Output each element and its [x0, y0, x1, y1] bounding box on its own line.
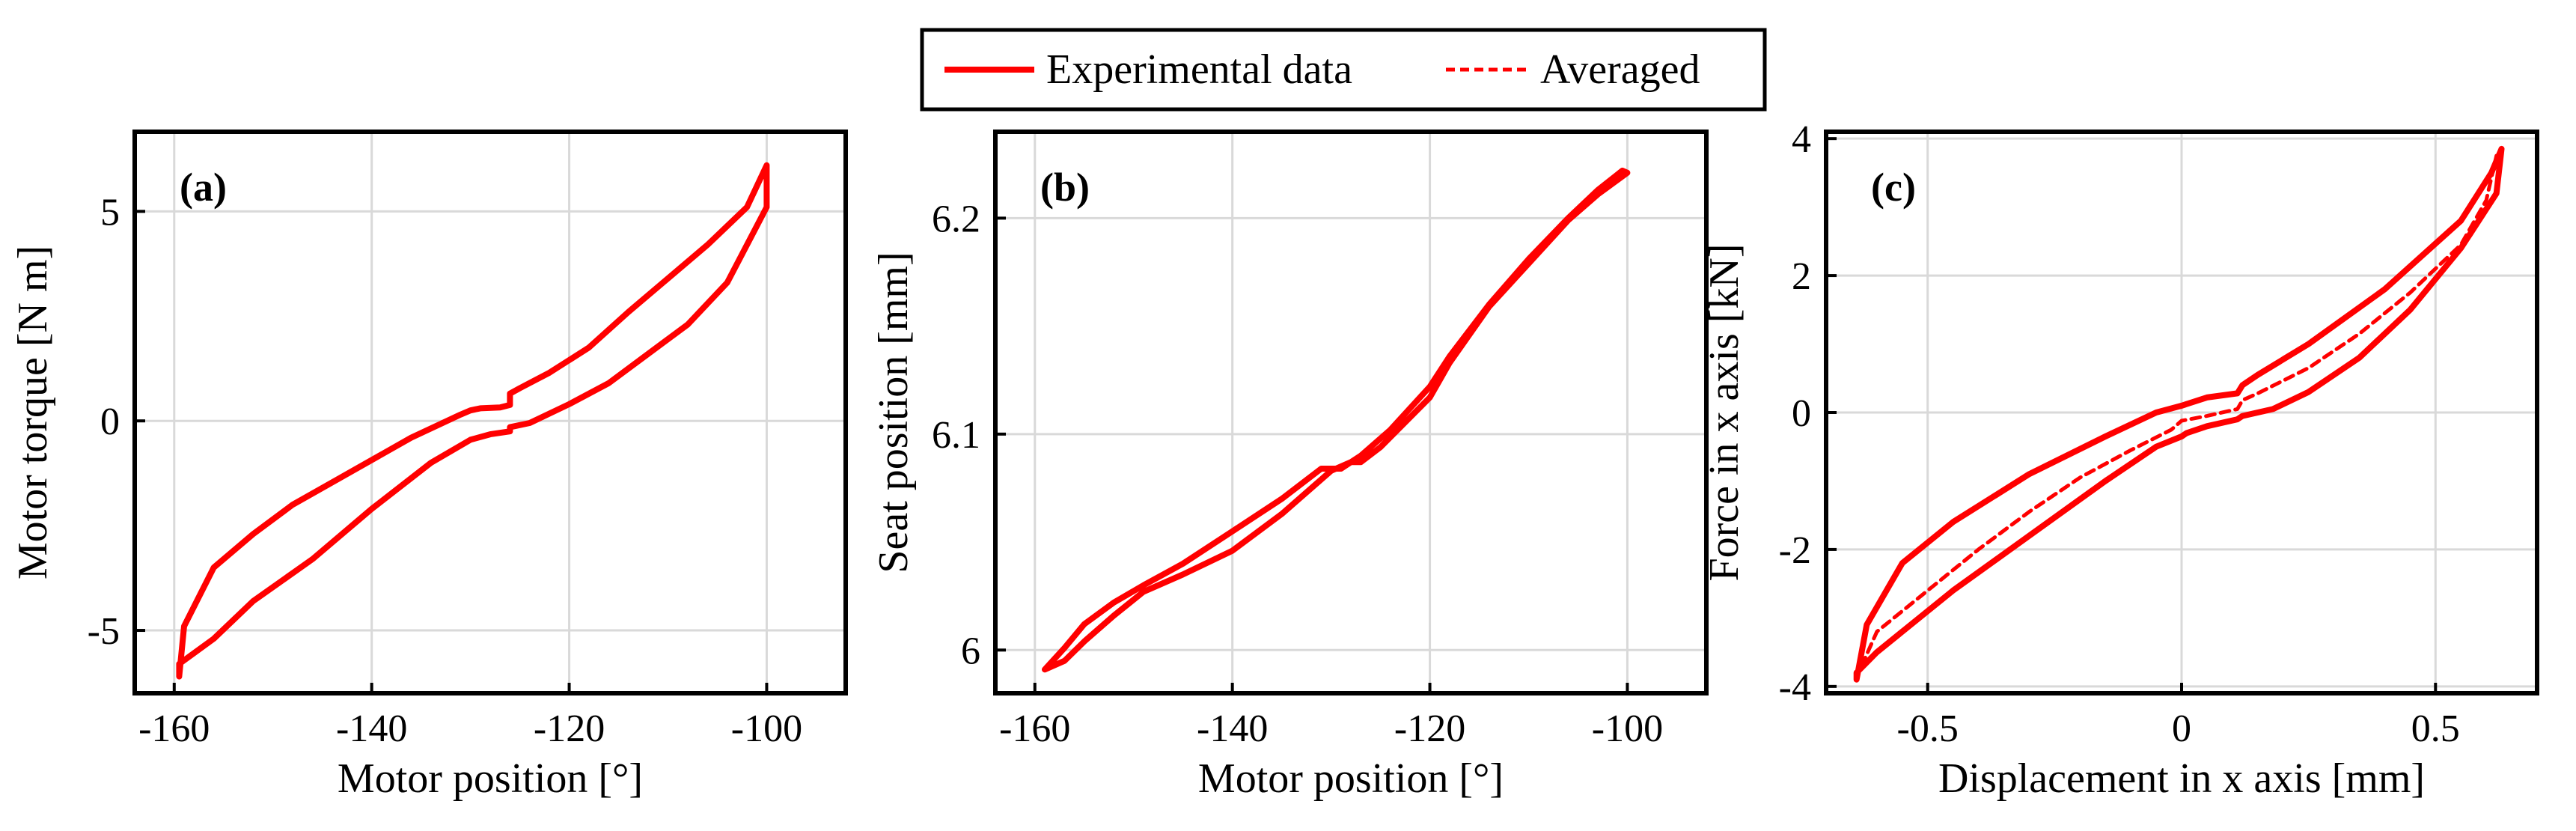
- x-tick-label-a-3: -100: [731, 707, 802, 750]
- panel-b: -160 -140 -120 -100 6 6.1 6.2 (b) Motor posit…: [870, 130, 1709, 802]
- y-tick-label-a-1: 0: [100, 401, 120, 443]
- y-tick-label-b-2: 6.2: [932, 198, 980, 240]
- grid-b: [995, 132, 1706, 693]
- x-ticks-a: -160 -140 -120 -100: [138, 683, 802, 750]
- x-tick-label-b-0: -160: [999, 707, 1070, 750]
- y-axis-label-c: Force in x axis [kN]: [1701, 243, 1748, 581]
- y-ticks-b: 6 6.1 6.2: [932, 198, 1006, 672]
- plot-area-b: [1042, 167, 1631, 673]
- axes-frame-a: [132, 130, 848, 695]
- panel-a: -160 -140 -120 -100 -5 0 5 (a) Motor position…: [10, 130, 848, 802]
- x-axis-label-b: Motor position [°]: [1198, 755, 1504, 802]
- x-tick-label-c-2: 0.5: [2411, 707, 2460, 750]
- x-tick-label-c-1: 0: [2172, 707, 2191, 750]
- y-tick-label-b-0: 6: [961, 630, 980, 672]
- series-c-averaged: [1860, 153, 2499, 668]
- grid-a: [135, 132, 846, 693]
- y-tick-label-a-2: 5: [100, 191, 120, 234]
- series-c-experimental: [1853, 145, 2505, 683]
- legend-box: [920, 28, 1767, 112]
- series-a-experimental: [176, 162, 770, 680]
- x-tick-label-c-0: -0.5: [1897, 707, 1959, 750]
- x-tick-label-a-2: -120: [534, 707, 605, 750]
- y-tick-label-b-1: 6.1: [932, 414, 980, 457]
- plot-area-c: [1853, 145, 2505, 683]
- legend: Experimental data Averaged: [920, 28, 1767, 112]
- x-axis-label-c: Displacement in x axis [mm]: [1938, 755, 2425, 802]
- panel-label-b: (b): [1040, 165, 1090, 210]
- x-ticks-b: -160 -140 -120 -100: [999, 683, 1663, 750]
- x-axis-label-a: Motor position [°]: [338, 755, 643, 802]
- panel-c: -0.5 0 0.5 -4 -2 0 2 4 (c) Displacement in x a…: [1701, 118, 2539, 802]
- y-tick-label-c-4: 4: [1792, 118, 1811, 161]
- y-tick-label-c-1: -2: [1779, 529, 1811, 572]
- x-tick-label-b-1: -140: [1197, 707, 1268, 750]
- x-tick-label-b-2: -120: [1394, 707, 1465, 750]
- x-tick-label-b-3: -100: [1592, 707, 1663, 750]
- series-b-experimental: [1042, 167, 1631, 673]
- y-tick-label-c-0: -4: [1779, 666, 1811, 709]
- x-ticks-c: -0.5 0 0.5: [1897, 683, 2460, 750]
- legend-label-averaged: Averaged: [1540, 46, 1700, 93]
- legend-label-experimental: Experimental data: [1046, 46, 1352, 93]
- panel-label-a: (a): [180, 165, 227, 210]
- axes-frame-b: [993, 130, 1709, 695]
- x-tick-label-a-0: -160: [138, 707, 210, 750]
- y-tick-label-a-0: -5: [88, 610, 120, 653]
- y-axis-label-a: Motor torque [N m]: [10, 246, 56, 579]
- y-tick-label-c-2: 0: [1792, 392, 1811, 435]
- x-tick-label-a-1: -140: [336, 707, 407, 750]
- y-ticks-c: -4 -2 0 2 4: [1779, 118, 1837, 709]
- panel-label-c: (c): [1871, 165, 1916, 210]
- plot-area-a: [176, 162, 770, 680]
- y-ticks-a: -5 0 5: [88, 191, 145, 653]
- y-tick-label-c-3: 2: [1792, 255, 1811, 298]
- y-axis-label-b: Seat position [mm]: [870, 252, 917, 573]
